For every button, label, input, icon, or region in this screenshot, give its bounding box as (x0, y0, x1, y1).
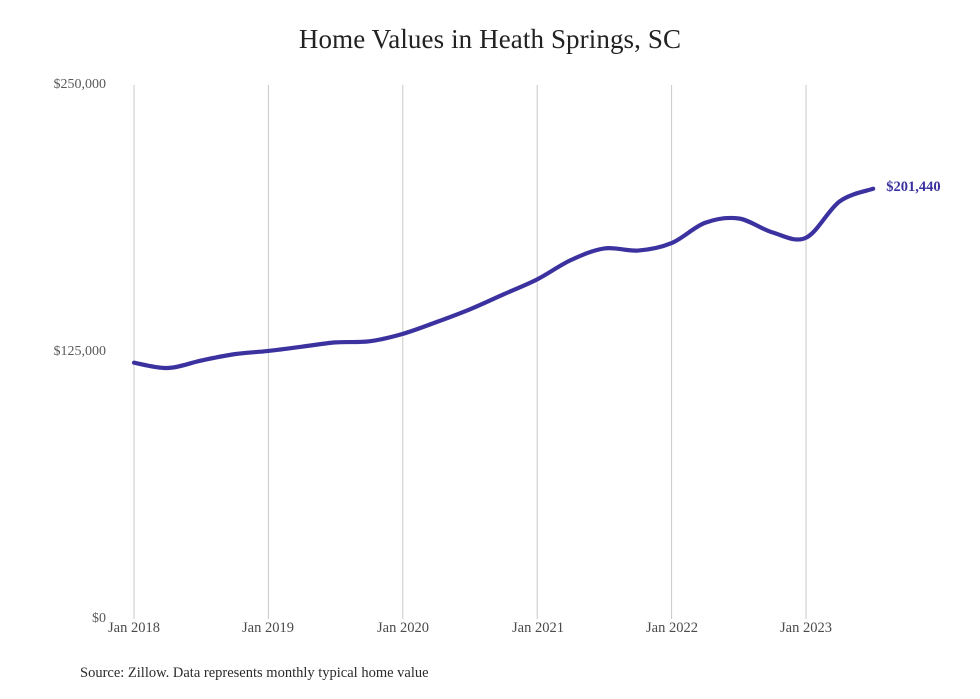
chart-title: Home Values in Heath Springs, SC (298, 24, 682, 54)
data-line-typical-home-value (131, 186, 876, 371)
x-axis-tick-label-jan-2022: Jan 2022 (646, 620, 698, 636)
x-axis-tick-label-jan-2018: Jan 2018 (108, 620, 160, 636)
gridlines (133, 85, 807, 619)
end-value-annotation: $201,440 (886, 178, 941, 195)
source-note: Source: Zillow. Data represents monthly … (80, 665, 429, 681)
x-axis-tick-label-jan-2020: Jan 2020 (377, 620, 429, 636)
y-axis-tick-label-250000: $250,000 (53, 77, 107, 92)
x-axis-tick-label-jan-2023: Jan 2023 (780, 620, 832, 636)
x-axis-tick-label-jan-2021: Jan 2021 (512, 620, 564, 636)
y-axis-tick-label-125000: $125,000 (53, 344, 107, 359)
y-axis-tick-label-0: $0 (92, 611, 106, 626)
x-axis-tick-label-jan-2019: Jan 2019 (242, 620, 294, 636)
